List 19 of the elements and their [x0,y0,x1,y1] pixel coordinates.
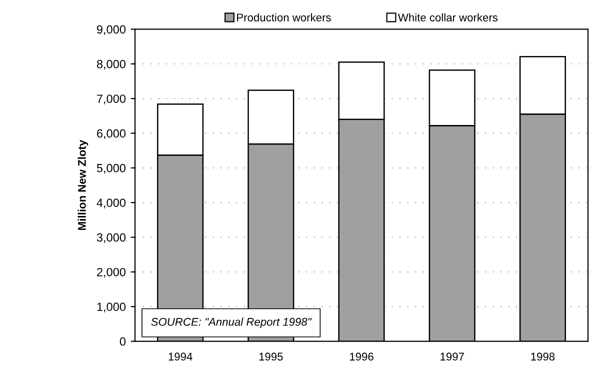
y-tick-label: 9,000 [96,25,126,35]
y-axis-title: Million New Zloty [78,140,88,230]
annotation: SOURCE: "Annual Report 1998" [151,318,312,328]
x-tick-label: 1997 [440,352,464,361]
y-tick-label: 8,000 [96,60,126,70]
x-tick-label: 1995 [259,352,283,361]
x-tick-label: 1994 [168,352,192,361]
legend-label: Production workers [237,13,331,22]
y-tick-label: 3,000 [96,233,126,244]
y-tick-label: 7,000 [97,94,126,104]
x-tick-label: 1998 [531,352,555,361]
y-tick-label: 6,000 [97,129,126,140]
y-tick-label: 0 [120,337,126,346]
y-tick-label: 5,000 [96,164,126,174]
y-tick-label: 4,000 [96,198,126,208]
y-tick-label: 2,000 [97,268,126,278]
legend-label: White collar workers [398,13,498,22]
y-tick-label: 1,000 [97,302,126,312]
x-tick-label: 1996 [350,352,374,361]
